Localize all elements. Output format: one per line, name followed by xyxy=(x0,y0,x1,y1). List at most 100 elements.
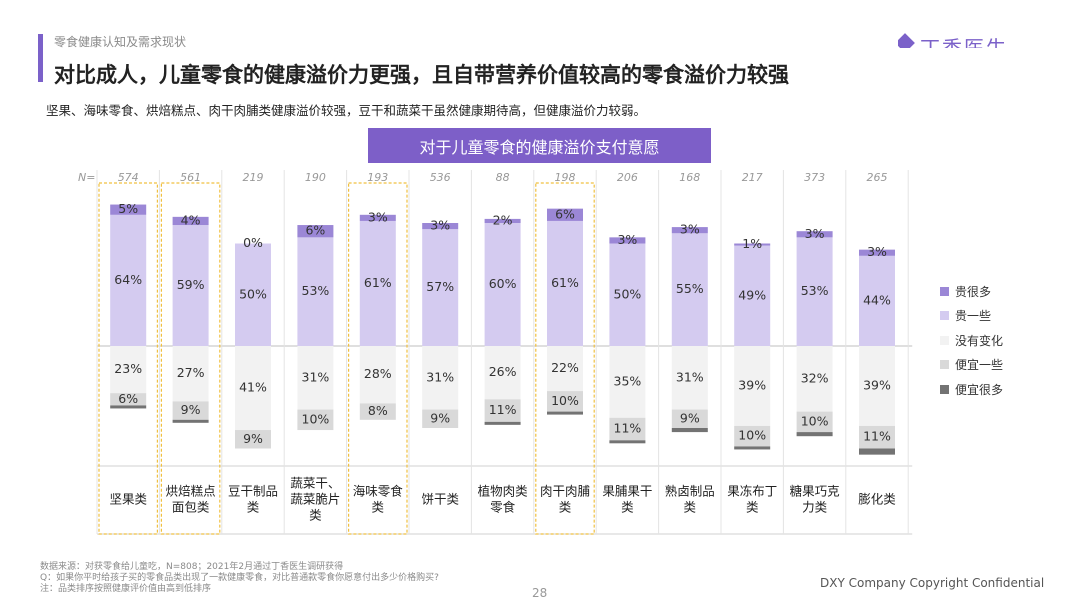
bar-segment-no-change xyxy=(609,346,646,418)
bar-segment-no-change xyxy=(734,346,771,426)
data-label-cheaper-some: 9% xyxy=(181,402,201,417)
bar-segment-more-expensive-some xyxy=(297,237,334,346)
data-label-more-expensive-much: 3% xyxy=(430,218,450,233)
data-label-more-expensive-some: 55% xyxy=(676,281,704,296)
category-label: 果脯果干 xyxy=(602,484,652,499)
n-value-label: 193 xyxy=(367,171,388,184)
data-label-cheaper-some: 9% xyxy=(680,410,700,425)
copyright-text: DXY Company Copyright Confidential xyxy=(820,576,1045,590)
bar-segment-cheaper-some xyxy=(671,409,708,428)
legend-swatch xyxy=(940,286,949,296)
category-label: 烘焙糕点 xyxy=(166,484,216,499)
bar-segment-no-change xyxy=(484,346,521,400)
data-label-more-expensive-much: 1% xyxy=(742,236,762,251)
bar-segment-cheaper-much xyxy=(671,428,708,433)
category-label: 蔬菜干、 xyxy=(290,476,340,491)
n-value-label: 265 xyxy=(867,171,888,184)
data-label-no-change: 26% xyxy=(489,364,517,379)
category-label: 果冻布丁 xyxy=(727,484,777,499)
bar-segment-more-expensive-much xyxy=(172,216,209,226)
data-label-cheaper-some: 10% xyxy=(551,393,579,408)
n-value-label: 217 xyxy=(742,171,763,184)
data-label-cheaper-some: 10% xyxy=(801,413,829,428)
data-label-no-change: 35% xyxy=(614,373,642,388)
brand-logo: 丁香医生 xyxy=(898,26,1038,48)
data-label-more-expensive-some: 61% xyxy=(551,275,579,290)
legend-label: 便宜很多 xyxy=(955,382,1004,397)
data-label-more-expensive-much: 3% xyxy=(368,209,388,224)
bar-segment-more-expensive-much xyxy=(671,227,708,234)
bar-segment-more-expensive-some xyxy=(671,233,708,346)
data-label-more-expensive-some: 53% xyxy=(302,283,330,298)
page-number: 28 xyxy=(532,586,548,600)
data-label-more-expensive-some: 44% xyxy=(863,292,891,307)
data-label-cheaper-some: 9% xyxy=(243,431,263,446)
category-label: 类 xyxy=(309,508,322,523)
legend-swatch xyxy=(940,384,949,394)
data-label-no-change: 41% xyxy=(239,380,267,395)
n-value-label: 219 xyxy=(243,171,264,184)
bar-segment-cheaper-much xyxy=(796,432,833,437)
bar-segment-cheaper-much xyxy=(547,411,583,415)
category-label: 力类 xyxy=(802,500,828,515)
n-value-label: 206 xyxy=(617,171,638,184)
footnotes: 数据来源：对获零食给儿童吃，N=808；2021年2月通过丁香医生调研获得 Q：… xyxy=(40,562,439,595)
bar-segment-no-change xyxy=(796,346,833,412)
page-title: 对比成人，儿童零食的健康溢价力更强，且自带营养价值较高的零食溢价力较强 xyxy=(54,63,789,87)
footnote-question: Q：如果你平时给孩子买的零食品类出现了一款健康零食，对比普通款零食你愿意付出多少… xyxy=(40,573,439,583)
data-label-more-expensive-some: 59% xyxy=(177,277,205,292)
category-label: 植物肉类 xyxy=(478,484,529,499)
chart-legend: 贵很多贵一些没有变化便宜一些便宜很多 xyxy=(940,279,1003,402)
legend-label: 贵一些 xyxy=(955,309,992,324)
legend-item: 贵很多 xyxy=(940,279,1003,304)
bar-segment-cheaper-much xyxy=(110,405,147,409)
bar-segment-more-expensive-much xyxy=(734,243,771,246)
data-label-more-expensive-much: 2% xyxy=(493,212,513,227)
bar-segment-cheaper-some xyxy=(235,430,271,449)
data-label-no-change: 31% xyxy=(302,369,330,384)
bar-segment-more-expensive-much xyxy=(297,225,334,238)
legend-item: 便宜一些 xyxy=(940,353,1003,378)
n-value-label: 88 xyxy=(496,171,510,184)
data-label-cheaper-some: 10% xyxy=(302,411,330,426)
data-label-no-change: 22% xyxy=(551,360,579,375)
category-label: 面包类 xyxy=(172,500,210,515)
data-label-more-expensive-some: 60% xyxy=(489,276,517,291)
bar-segment-no-change xyxy=(547,346,583,392)
n-value-label: 561 xyxy=(180,171,201,184)
bar-segment-cheaper-much xyxy=(172,419,209,423)
data-label-no-change: 32% xyxy=(801,370,829,385)
bar-segment-more-expensive-some xyxy=(172,225,209,346)
bar-segment-more-expensive-some xyxy=(422,229,459,346)
bar-segment-no-change xyxy=(359,346,396,404)
data-label-no-change: 39% xyxy=(738,377,766,392)
data-label-no-change: 23% xyxy=(114,361,142,376)
bar-segment-cheaper-much xyxy=(859,448,895,455)
n-value-label: 190 xyxy=(305,171,326,184)
data-label-more-expensive-much: 3% xyxy=(867,244,887,259)
data-label-no-change: 31% xyxy=(676,369,704,384)
category-label: 类 xyxy=(559,500,572,515)
data-label-more-expensive-much: 3% xyxy=(680,222,700,237)
category-label: 海味零食 xyxy=(353,484,404,499)
bar-segment-more-expensive-some xyxy=(484,223,521,346)
bar-segment-no-change xyxy=(859,346,895,426)
category-label: 类 xyxy=(746,500,759,515)
data-label-more-expensive-much: 3% xyxy=(805,226,825,241)
chart-title: 对于儿童零食的健康溢价支付意愿 xyxy=(368,128,711,163)
data-label-more-expensive-much: 4% xyxy=(181,212,201,227)
bar-segment-more-expensive-some xyxy=(359,220,396,346)
data-label-no-change: 28% xyxy=(364,366,392,381)
bar-segment-cheaper-some xyxy=(110,393,147,406)
data-label-more-expensive-some: 53% xyxy=(801,283,829,298)
category-label: 饼干类 xyxy=(421,492,459,507)
footnote-note: 注：品类排序按照健康评价值由高到低排序 xyxy=(40,584,212,594)
data-label-no-change: 31% xyxy=(426,369,454,384)
legend-label: 贵很多 xyxy=(955,284,992,299)
data-label-cheaper-some: 8% xyxy=(368,403,388,418)
legend-label: 没有变化 xyxy=(955,333,1004,348)
bar-segment-cheaper-some xyxy=(422,409,459,428)
bar-segment-more-expensive-much xyxy=(547,208,583,221)
n-value-label: 198 xyxy=(555,171,576,184)
